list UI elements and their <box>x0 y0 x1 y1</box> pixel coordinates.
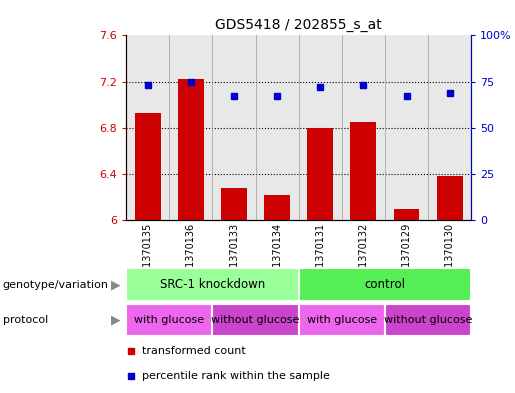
Bar <box>299 304 385 336</box>
Text: protocol: protocol <box>3 315 48 325</box>
Bar <box>126 304 212 336</box>
Text: control: control <box>365 278 405 291</box>
Bar <box>437 176 462 220</box>
Text: with glucose: with glucose <box>134 315 204 325</box>
Text: with glucose: with glucose <box>307 315 377 325</box>
Bar <box>221 188 247 220</box>
Text: percentile rank within the sample: percentile rank within the sample <box>142 371 330 380</box>
Bar <box>178 79 204 220</box>
Bar <box>385 304 471 336</box>
Bar <box>350 122 376 220</box>
Bar <box>264 195 290 220</box>
Text: ▶: ▶ <box>111 313 121 327</box>
Title: GDS5418 / 202855_s_at: GDS5418 / 202855_s_at <box>215 18 382 31</box>
Text: ▶: ▶ <box>111 278 121 291</box>
Text: transformed count: transformed count <box>142 346 246 356</box>
Text: without glucose: without glucose <box>211 315 300 325</box>
Bar <box>126 268 299 301</box>
Bar <box>212 304 299 336</box>
Bar <box>307 128 333 220</box>
Text: without glucose: without glucose <box>384 315 472 325</box>
Bar <box>393 209 419 220</box>
Bar <box>135 113 161 220</box>
Text: genotype/variation: genotype/variation <box>3 279 109 290</box>
Bar <box>299 268 471 301</box>
Text: SRC-1 knockdown: SRC-1 knockdown <box>160 278 265 291</box>
